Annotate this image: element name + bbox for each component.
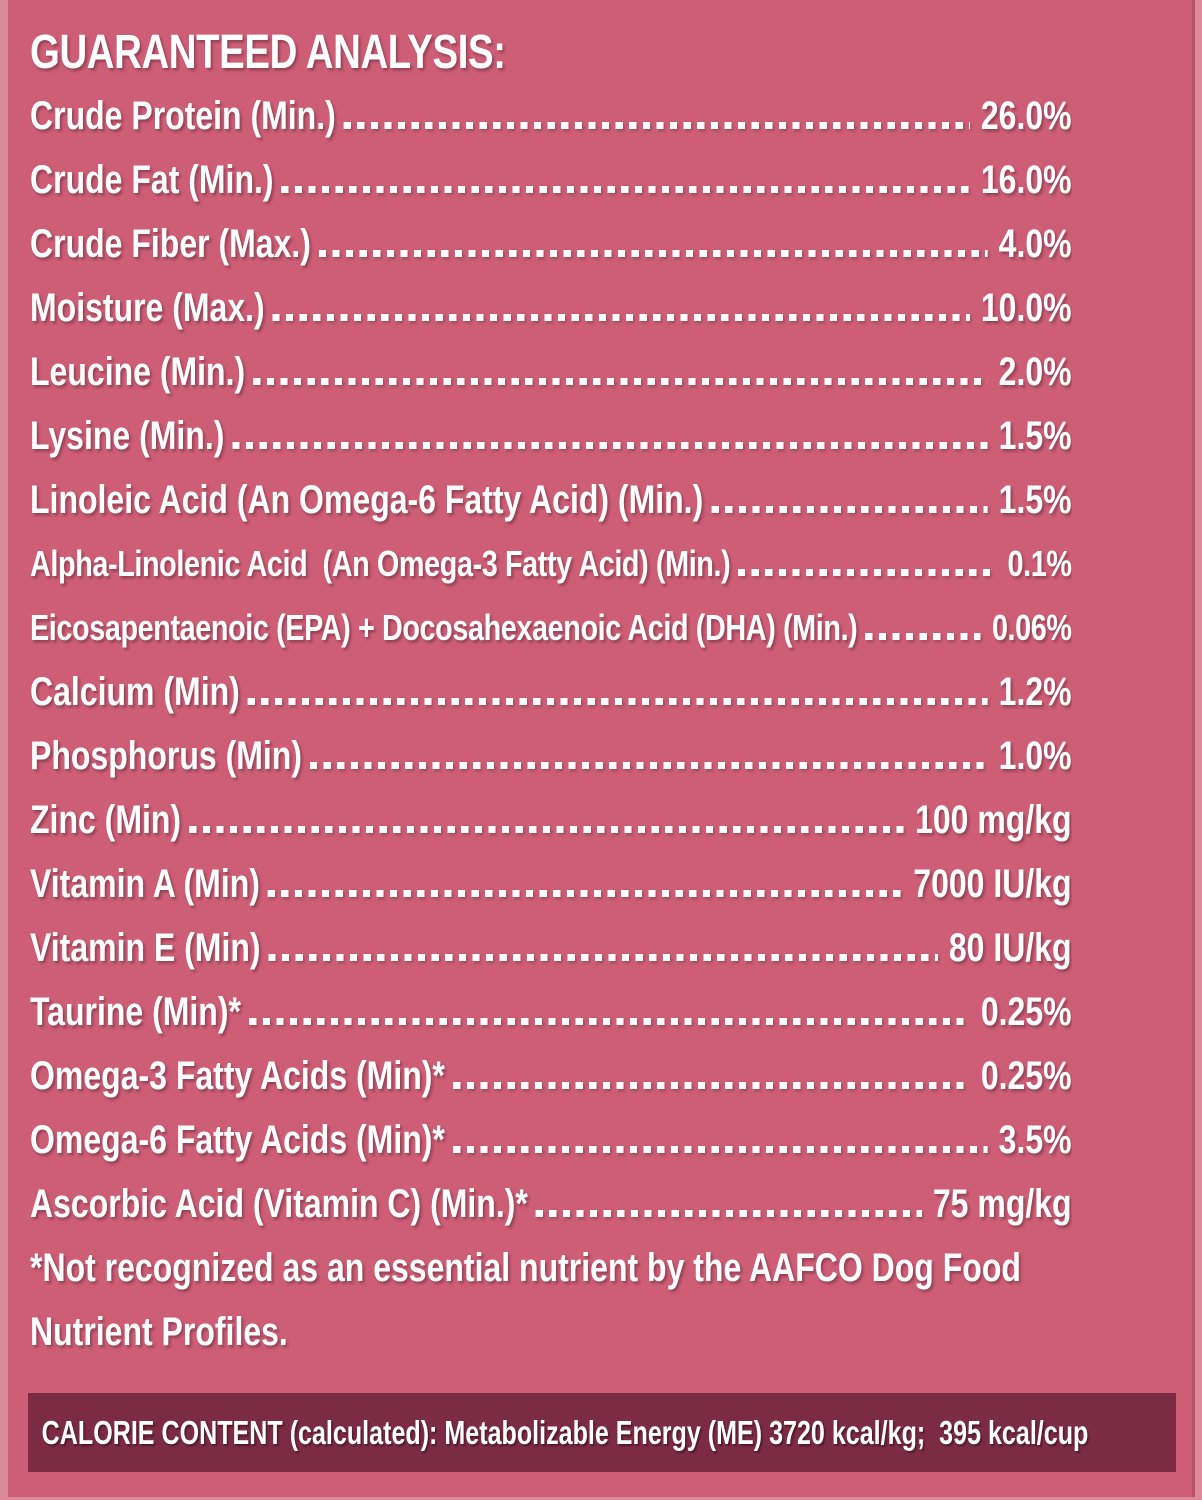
nutrient-value: 0.25% [980,1054,1072,1098]
dot-leader [535,1210,922,1217]
nutrient-label: Crude Fiber (Max.) [30,222,311,266]
footnote: *Not recognized as an essential nutrient… [30,1236,1072,1364]
dot-leader [253,378,988,385]
nutrient-value: 0.1% [1007,543,1072,584]
dot-leader [272,314,970,321]
dot-leader [452,1146,988,1153]
left-edge-strip [0,0,8,1500]
nutrient-value: 1.5% [998,478,1072,522]
nutrient-value: 0.06% [991,607,1072,648]
calorie-content-text: CALORIE CONTENT (calculated): Metaboliza… [41,1413,1089,1451]
dot-leader [268,954,938,961]
nutrient-label: Leucine (Min.) [30,350,246,394]
dot-leader [281,186,970,193]
analysis-row: Ascorbic Acid (Vitamin C) (Min.)* 75 mg/… [30,1172,1072,1236]
nutrient-label: Linoleic Acid (An Omega-6 Fatty Acid) (M… [30,478,704,522]
nutrient-value: 75 mg/kg [932,1182,1072,1226]
dot-leader [309,762,988,769]
footnote-line-1: *Not recognized as an essential nutrient… [30,1246,1021,1290]
dot-leader [711,506,988,513]
analysis-row: Zinc (Min) 100 mg/kg [30,788,1072,852]
nutrient-label: Zinc (Min) [30,798,182,842]
nutrient-label: Lysine (Min.) [30,414,225,458]
analysis-row: Vitamin A (Min) 7000 IU/kg [30,852,1072,916]
nutrient-value: 26.0% [980,94,1072,138]
nutrient-value: 1.2% [998,670,1072,714]
nutrient-label: Ascorbic Acid (Vitamin C) (Min.)* [30,1182,528,1226]
analysis-row: Taurine (Min)* 0.25% [30,980,1072,1044]
analysis-row: Leucine (Min.) 2.0% [30,340,1072,404]
nutrient-label: Taurine (Min)* [30,990,241,1034]
analysis-row: Vitamin E (Min) 80 IU/kg [30,916,1072,980]
nutrient-label: Alpha-Linolenic Acid (An Omega-3 Fatty A… [30,543,731,584]
analysis-row: Phosphorus (Min) 1.0% [30,724,1072,788]
analysis-row: Omega-6 Fatty Acids (Min)* 3.5% [30,1108,1072,1172]
analysis-row: Crude Protein (Min.) 26.0% [30,84,1072,148]
dot-leader [865,633,981,640]
dot-leader [318,250,988,257]
right-edge-seam [1192,0,1195,1500]
analysis-row: Linoleic Acid (An Omega-6 Fatty Acid) (M… [30,468,1072,532]
bottom-edge-strip [0,1497,1202,1500]
analysis-row: Calcium (Min) 1.2% [30,660,1072,724]
dot-leader [343,122,970,129]
panel-title: GUARANTEED ANALYSIS: [30,26,506,79]
nutrient-value: 7000 IU/kg [913,862,1072,906]
dot-leader [738,569,997,576]
nutrient-value: 0.25% [980,990,1072,1034]
analysis-row: Omega-3 Fatty Acids (Min)* 0.25% [30,1044,1072,1108]
nutrient-value: 4.0% [998,222,1072,266]
nutrient-label: Omega-6 Fatty Acids (Min)* [30,1118,445,1162]
analysis-row: Crude Fiber (Max.) 4.0% [30,212,1072,276]
nutrient-value: 2.0% [998,350,1072,394]
nutrient-label: Eicosapentaenoic (EPA) + Docosahexaenoic… [30,607,858,648]
dot-leader [267,890,903,897]
analysis-row: Eicosapentaenoic (EPA) + Docosahexaenoic… [30,596,1072,660]
nutrient-value: 80 IU/kg [948,926,1072,970]
calorie-content-bar: CALORIE CONTENT (calculated): Metaboliza… [28,1393,1176,1472]
dot-leader [232,442,988,449]
footnote-line-2: Nutrient Profiles. [30,1310,288,1354]
nutrient-value: 1.5% [998,414,1072,458]
nutrient-label: Moisture (Max.) [30,286,265,330]
analysis-row: Alpha-Linolenic Acid (An Omega-3 Fatty A… [30,532,1072,596]
dot-leader [452,1082,970,1089]
analysis-content: GUARANTEED ANALYSIS: Crude Protein (Min.… [30,24,1072,1364]
right-edge-strip [1195,0,1202,1500]
dot-leader [248,1018,970,1025]
nutrient-label: Calcium (Min) [30,670,240,714]
nutrient-value: 1.0% [998,734,1072,778]
dot-leader [247,698,988,705]
analysis-row: Crude Fat (Min.) 16.0% [30,148,1072,212]
nutrient-label: Crude Protein (Min.) [30,94,336,138]
nutrient-value: 16.0% [980,158,1072,202]
analysis-table: Crude Protein (Min.) 26.0% Crude Fat (Mi… [30,84,1072,1236]
analysis-row: Moisture (Max.) 10.0% [30,276,1072,340]
nutrient-label: Vitamin E (Min) [30,926,261,970]
dot-leader [189,826,904,833]
nutrient-label: Vitamin A (Min) [30,862,260,906]
nutrient-value: 100 mg/kg [915,798,1072,842]
nutrient-label: Crude Fat (Min.) [30,158,274,202]
nutrient-label: Omega-3 Fatty Acids (Min)* [30,1054,445,1098]
nutrient-label: Phosphorus (Min) [30,734,302,778]
nutrient-value: 10.0% [980,286,1072,330]
analysis-row: Lysine (Min.) 1.5% [30,404,1072,468]
nutrient-value: 3.5% [998,1118,1072,1162]
